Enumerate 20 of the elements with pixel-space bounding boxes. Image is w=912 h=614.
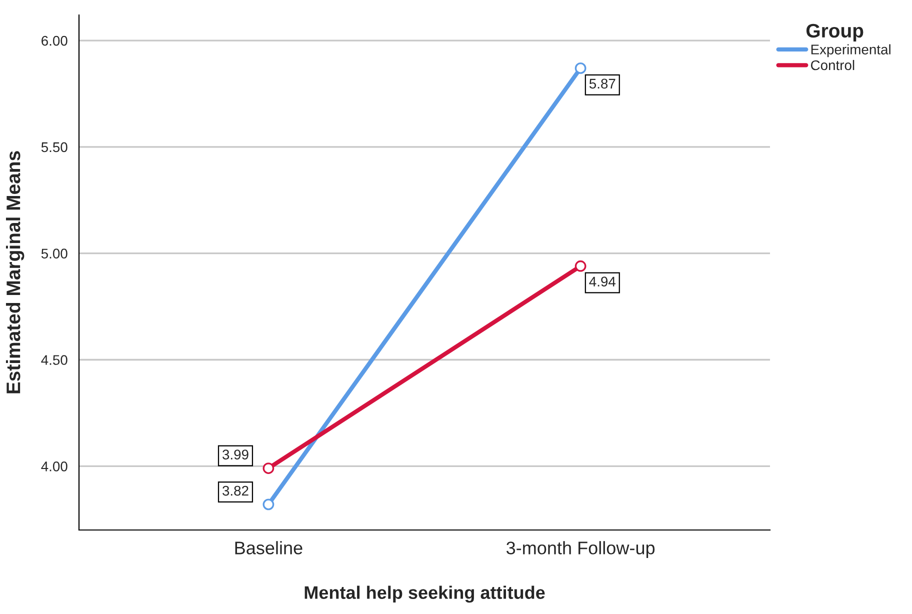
y-tick-label: 4.00 [41,461,68,472]
point [262,462,274,474]
x-axis-title: Mental help seeking attitude [304,586,545,603]
point [574,62,586,74]
y-axis-title: Estimated Marginal Means [6,151,24,394]
y-tick-label: 5.00 [41,248,68,259]
data-label: 4.94 [589,276,616,287]
y-tick-label: 6.00 [42,36,68,46]
x-tick-label: 3-month Follow-up [506,541,655,558]
x-tick-label: Baseline [235,541,302,554]
legend-title: Group [806,24,864,42]
legend-label: Control [810,60,854,70]
data-label: 3.82 [222,486,248,496]
point [574,260,586,272]
point [262,498,274,510]
y-tick-label: 4.50 [41,355,68,365]
data-label: 3.99 [222,450,248,460]
legend-label: Experimental [811,44,890,58]
y-tick-label: 5.50 [41,142,68,152]
data-label: 5.87 [589,78,616,89]
